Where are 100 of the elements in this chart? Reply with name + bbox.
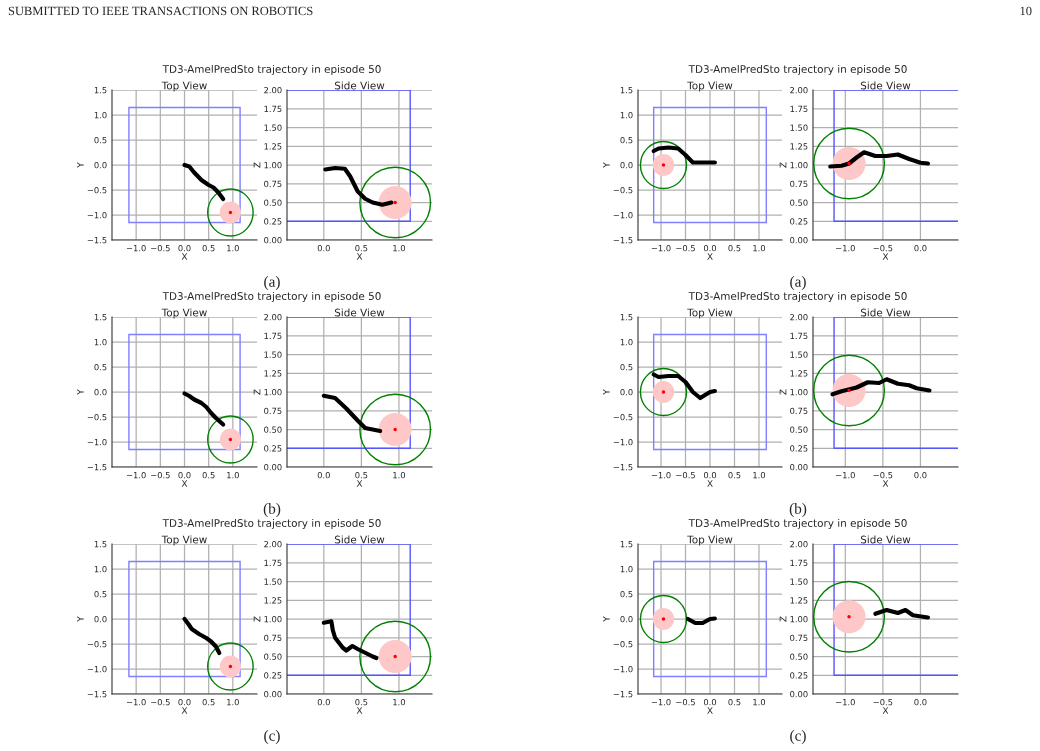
x-tick-label: −1.0 [836, 699, 855, 706]
y-tick-label: 0.25 [790, 218, 808, 225]
x-tick-label: −0.5 [151, 472, 170, 479]
y-tick-label: 1.50 [790, 124, 808, 131]
y-tick-label: 0.0 [620, 388, 633, 396]
x-tick-label: −1.0 [126, 472, 146, 479]
y-tick-label: 1.5 [94, 87, 107, 94]
x-tick-label: −1.0 [651, 245, 671, 252]
y-tick-label: 0.0 [620, 615, 633, 623]
x-tick-label: 0.5 [202, 245, 215, 252]
y-tick-label: 0.50 [264, 199, 282, 206]
x-tick-label: 0.5 [355, 245, 368, 252]
chart-subtitle: Top View [687, 535, 733, 546]
x-tick-label: 0.5 [355, 699, 368, 706]
y-tick-label: 0.00 [790, 236, 808, 244]
x-tick-label: −1.0 [651, 699, 671, 706]
x-tick-label: 0.0 [178, 472, 191, 479]
text: (c) [790, 730, 806, 744]
x-tick-label: 1.0 [753, 245, 766, 252]
x-axis-title: X [707, 253, 713, 260]
y-tick-label: −1.0 [87, 665, 107, 673]
text: (a) [790, 276, 806, 290]
y-axis-title: Y [603, 162, 610, 168]
x-axis-title: X [882, 480, 889, 487]
y-tick-label: −0.5 [613, 186, 633, 194]
y-tick-label: 1.00 [264, 161, 282, 169]
y-tick-label: 1.0 [94, 338, 107, 346]
x-tick-label: −0.5 [676, 699, 695, 706]
chart-subtitle: Top View [161, 308, 207, 319]
x-axis-title: X [882, 253, 889, 260]
chart-title: TD3-AmelPredSto trajectory in episode 50 [688, 518, 907, 529]
y-tick-label: 1.75 [264, 105, 282, 113]
y-tick-label: 0.0 [94, 615, 107, 623]
y-tick-label: 0.5 [94, 590, 107, 598]
y-axis-title: Y [77, 389, 84, 395]
chart-subtitle: Side View [334, 81, 385, 90]
y-tick-label: 1.5 [94, 314, 107, 321]
y-tick-label: 0.0 [620, 161, 633, 169]
y-axis-title: Y [603, 389, 610, 395]
chart-subtitle: Top View [687, 308, 733, 319]
x-tick-label: 0.5 [728, 699, 741, 706]
y-tick-label: −0.5 [87, 186, 107, 194]
y-tick-label: 1.25 [790, 143, 808, 150]
y-tick-label: 0.25 [790, 445, 808, 452]
y-tick-label: −1.5 [613, 237, 633, 244]
x-axis-title: X [356, 707, 363, 714]
x-tick-label: 0.0 [178, 699, 191, 706]
y-tick-label: 1.25 [264, 143, 282, 150]
y-axis-title: Z [779, 162, 787, 168]
line-series [651, 372, 717, 401]
y-tick-label: −0.5 [87, 413, 107, 421]
chart-subtitle: Side View [334, 535, 385, 544]
line-series [182, 391, 226, 427]
y-tick-label: −1.0 [87, 438, 107, 446]
y-tick-label: 2.00 [264, 313, 282, 321]
chart-title: TD3-AmelPredSto trajectory in episode 50 [688, 291, 907, 302]
y-tick-label: 1.75 [790, 559, 808, 567]
y-tick-label: 1.50 [264, 351, 282, 358]
x-tick-label: −0.5 [873, 699, 893, 706]
y-tick-label: 1.0 [94, 565, 107, 573]
y-tick-label: 2.00 [790, 540, 808, 548]
y-tick-label: 0.75 [790, 407, 808, 415]
y-tick-label: 0.25 [264, 672, 282, 679]
x-axis-title: X [707, 480, 713, 487]
x-tick-label: 0.0 [178, 245, 191, 252]
x-axis-title: X [707, 707, 713, 714]
x-tick-label: 0.0 [703, 245, 717, 252]
text: (a) [264, 276, 280, 290]
y-tick-label: 0.00 [264, 463, 282, 471]
x-axis-title: X [356, 480, 363, 487]
y-tick-label: −1.0 [87, 211, 107, 219]
y-tick-label: 1.0 [620, 338, 633, 346]
x-tick-label: −0.5 [151, 245, 170, 252]
y-tick-label: 2.00 [264, 86, 282, 94]
y-tick-label: 0.0 [94, 161, 107, 169]
x-axis-title: X [882, 707, 889, 714]
y-tick-label: −0.5 [613, 413, 633, 421]
y-tick-label: 0.5 [620, 590, 633, 598]
x-tick-label: 1.0 [227, 472, 239, 479]
x-tick-label: 1.0 [227, 245, 239, 252]
text: 10 [1020, 6, 1032, 16]
x-tick-label: −1.0 [126, 699, 146, 706]
y-tick-label: 0.75 [264, 407, 282, 415]
y-axis-title: Z [253, 162, 261, 168]
y-tick-label: −1.5 [87, 691, 107, 698]
text: SUBMITTED TO IEEE TRANSACTIONS ON ROBOTICS [8, 6, 313, 16]
x-tick-label: 0.5 [202, 472, 215, 479]
y-tick-label: 0.5 [94, 136, 107, 144]
y-tick-label: 1.25 [264, 597, 282, 604]
x-tick-label: −1.0 [836, 472, 855, 479]
y-tick-label: 1.75 [790, 105, 808, 113]
y-tick-label: 0.00 [264, 236, 282, 244]
line-series [873, 607, 931, 620]
x-tick-label: 0.0 [317, 472, 330, 479]
y-tick-label: 1.50 [790, 351, 808, 358]
x-tick-label: −1.0 [836, 245, 855, 252]
y-tick-label: 1.00 [790, 161, 808, 169]
chart-title: TD3-AmelPredSto trajectory in episode 50 [162, 518, 381, 529]
y-tick-label: 0.50 [790, 199, 808, 206]
x-tick-label: 0.5 [728, 472, 741, 479]
